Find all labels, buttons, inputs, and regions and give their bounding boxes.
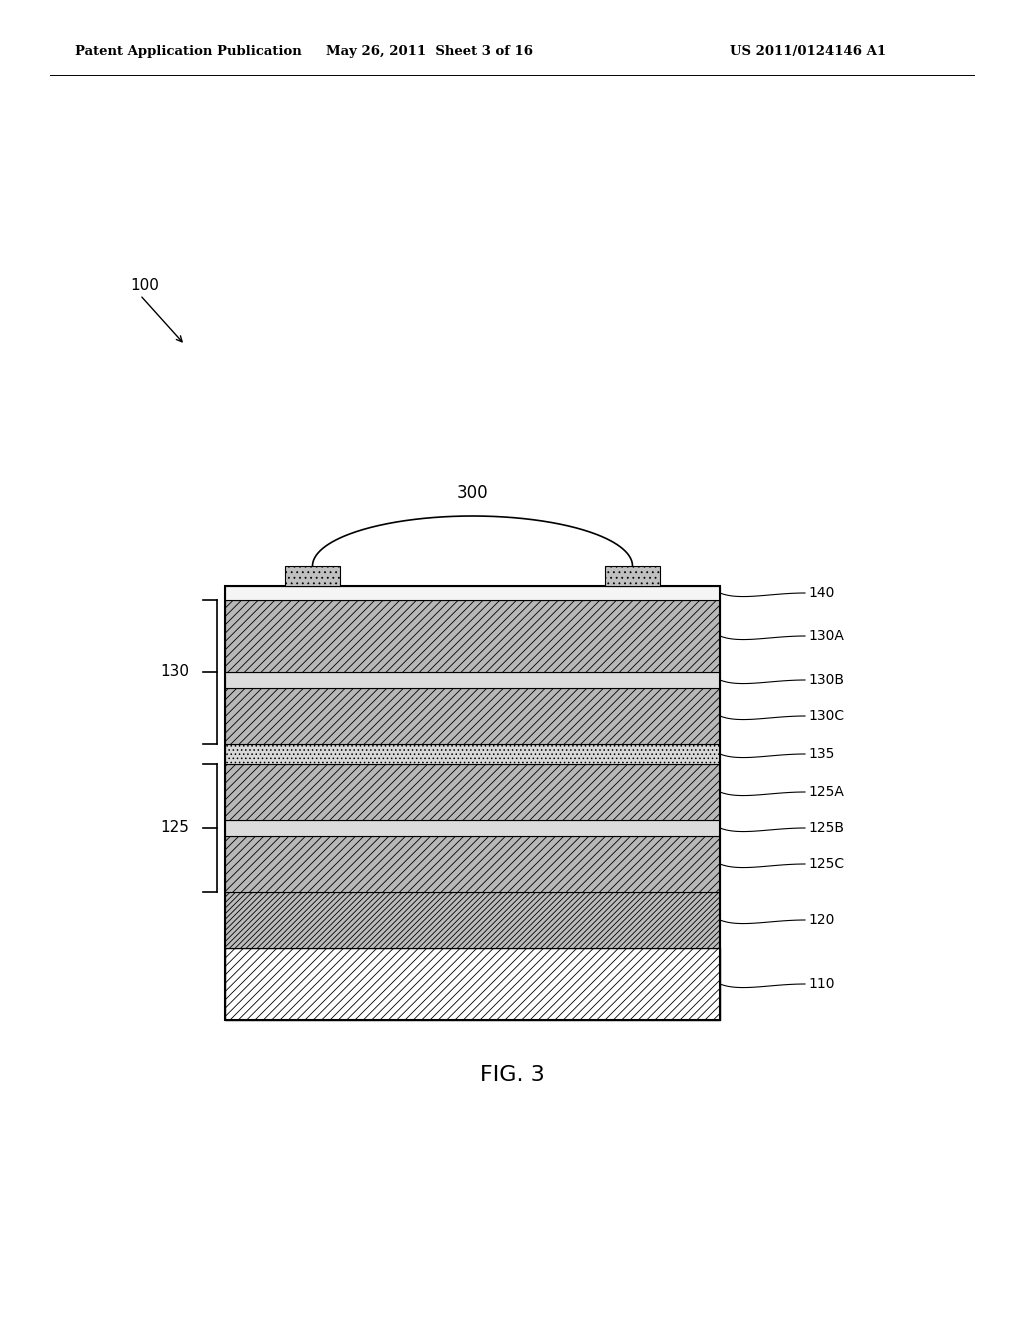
- Bar: [605, 566, 660, 586]
- Text: 300: 300: [457, 484, 488, 502]
- Text: 125: 125: [160, 821, 189, 836]
- Bar: [225, 672, 720, 688]
- Bar: [225, 688, 720, 744]
- Text: 125C: 125C: [808, 857, 844, 871]
- Text: 130B: 130B: [808, 673, 844, 686]
- Text: 120: 120: [808, 913, 835, 927]
- Bar: [225, 836, 720, 892]
- Bar: [225, 820, 720, 836]
- Text: 140: 140: [808, 586, 835, 601]
- Text: 125B: 125B: [808, 821, 844, 836]
- Text: 130A: 130A: [808, 630, 844, 643]
- Bar: [225, 586, 720, 1020]
- Bar: [225, 744, 720, 764]
- Text: May 26, 2011  Sheet 3 of 16: May 26, 2011 Sheet 3 of 16: [327, 45, 534, 58]
- Text: 125A: 125A: [808, 785, 844, 799]
- Text: FIG. 3: FIG. 3: [479, 1065, 545, 1085]
- Text: 110: 110: [808, 977, 835, 991]
- Bar: [225, 764, 720, 820]
- Text: 130C: 130C: [808, 709, 844, 723]
- Text: 130: 130: [160, 664, 189, 680]
- Bar: [225, 892, 720, 948]
- Text: Patent Application Publication: Patent Application Publication: [75, 45, 302, 58]
- Text: 100: 100: [130, 277, 159, 293]
- Text: 135: 135: [808, 747, 835, 762]
- Bar: [285, 566, 340, 586]
- Text: US 2011/0124146 A1: US 2011/0124146 A1: [730, 45, 886, 58]
- Bar: [225, 948, 720, 1020]
- Bar: [225, 586, 720, 601]
- Bar: [225, 601, 720, 672]
